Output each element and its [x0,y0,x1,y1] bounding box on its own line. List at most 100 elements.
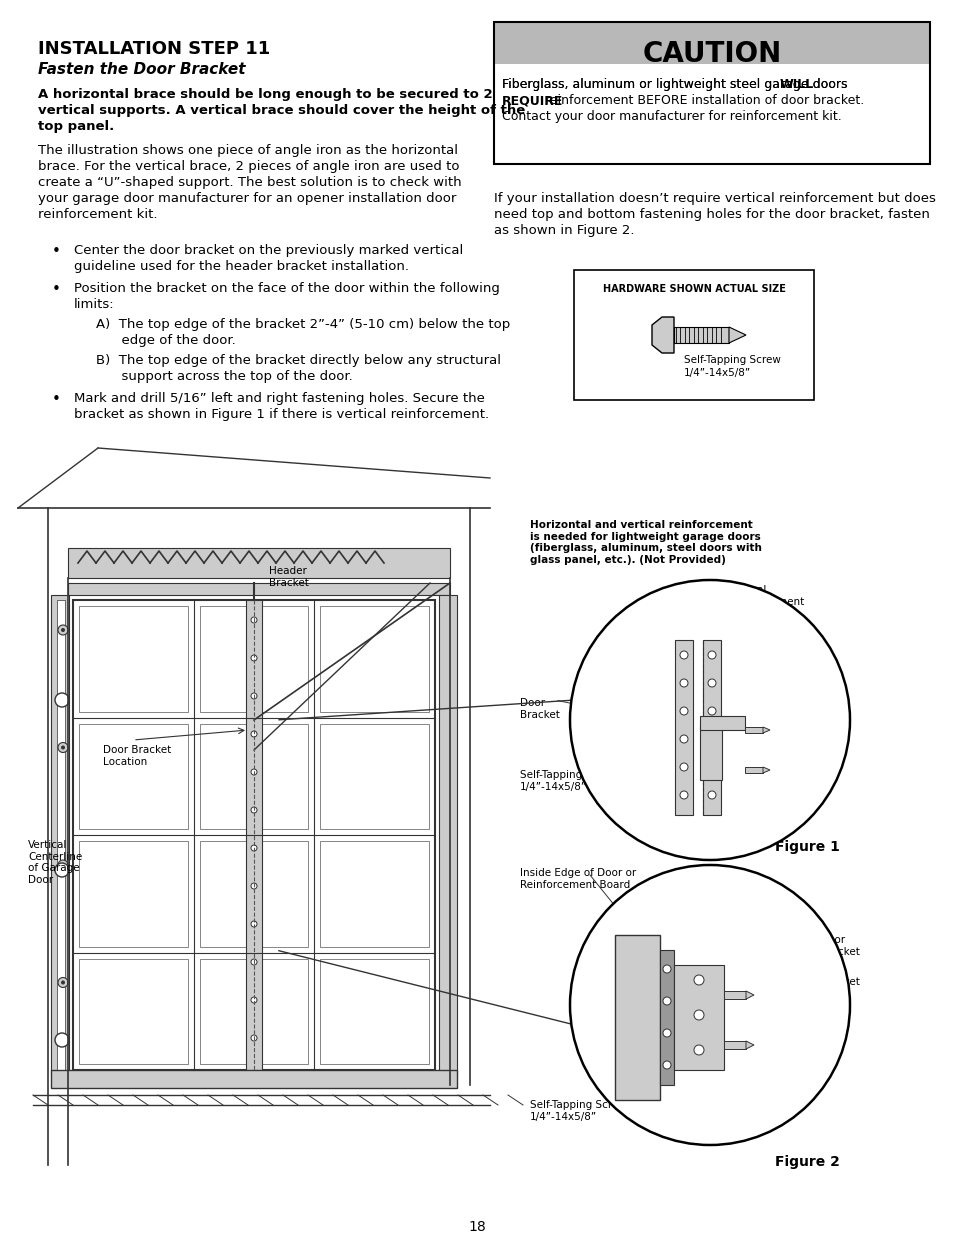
Bar [320,606,429,711]
Text: Door Bracket
Location: Door Bracket Location [103,745,172,767]
Text: The illustration shows one piece of angle iron as the horizontal: The illustration shows one piece of angl… [38,144,457,157]
Circle shape [251,960,256,965]
Text: Door
Bracket: Door Bracket [519,698,559,720]
Text: Fiberglass, aluminum or lightweight steel garage doors: Fiberglass, aluminum or lightweight stee… [501,78,851,91]
Bar [494,64,929,164]
Text: reinforcement kit.: reinforcement kit. [38,207,157,221]
Circle shape [693,974,703,986]
Circle shape [251,997,256,1003]
Bar [723,1041,745,1049]
Bar [675,640,692,815]
Circle shape [251,883,256,889]
Circle shape [569,864,849,1145]
Text: Figure 2: Figure 2 [774,1155,840,1170]
Circle shape [251,693,256,699]
Circle shape [251,806,256,813]
Bar [659,950,673,1086]
Text: CAUTION: CAUTION [641,40,781,68]
Circle shape [55,693,69,706]
Circle shape [251,921,256,927]
Circle shape [679,651,687,659]
Circle shape [662,997,670,1005]
Circle shape [679,790,687,799]
Text: •: • [52,391,61,408]
Text: guideline used for the header bracket installation.: guideline used for the header bracket in… [74,261,409,273]
Text: Header
Bracket: Header Bracket [269,566,309,588]
Circle shape [251,845,256,851]
Circle shape [662,965,670,973]
Bar [246,600,262,1070]
Bar [574,270,813,400]
Text: Door
Bracket
Plate: Door Bracket Plate [820,965,859,998]
Polygon shape [728,327,745,343]
Text: A)  The top edge of the bracket 2”-4” (5-10 cm) below the top: A) The top edge of the bracket 2”-4” (5-… [96,317,510,331]
Bar [51,1070,456,1088]
Bar [199,606,308,711]
Text: •: • [52,282,61,296]
Circle shape [251,1035,256,1041]
Polygon shape [745,1041,753,1049]
Text: brace. For the vertical brace, 2 pieces of angle iron are used to: brace. For the vertical brace, 2 pieces … [38,161,459,173]
Text: WILL: WILL [779,78,813,91]
Bar [494,22,929,64]
Circle shape [679,763,687,771]
Circle shape [58,742,68,752]
Text: Inside Edge of Door or
Reinforcement Board: Inside Edge of Door or Reinforcement Boa… [519,868,636,889]
Circle shape [693,1010,703,1020]
Text: need top and bottom fastening holes for the door bracket, fasten: need top and bottom fastening holes for … [494,207,929,221]
Circle shape [55,863,69,877]
Bar [320,724,429,829]
Text: as shown in Figure 2.: as shown in Figure 2. [494,224,634,237]
Circle shape [251,769,256,776]
Circle shape [679,735,687,743]
Circle shape [61,863,65,867]
Circle shape [251,731,256,737]
Text: your garage door manufacturer for an opener installation door: your garage door manufacturer for an ope… [38,191,456,205]
Text: Vertical
Reinforcement: Vertical Reinforcement [727,585,803,606]
Text: Self-Tapping Screw
1/4”-14x5/8”: Self-Tapping Screw 1/4”-14x5/8” [530,1100,626,1121]
Bar [438,595,456,1074]
Bar [79,841,188,946]
Circle shape [693,1045,703,1055]
Text: Self-Tapping Screw: Self-Tapping Screw [683,354,781,366]
Polygon shape [651,317,673,353]
Bar [79,958,188,1065]
Text: Position the bracket on the face of the door within the following: Position the bracket on the face of the … [74,282,499,295]
Text: 18: 18 [468,1220,485,1234]
Text: Figure 1: Figure 1 [774,840,840,853]
Polygon shape [745,990,753,999]
Bar [723,990,745,999]
Bar [700,716,744,730]
Circle shape [707,790,716,799]
Bar [615,935,659,1100]
Circle shape [251,655,256,661]
Bar [73,600,435,1070]
Bar [700,725,721,781]
Circle shape [58,977,68,988]
Circle shape [251,618,256,622]
Circle shape [61,629,65,632]
Polygon shape [762,767,769,773]
Text: B)  The top edge of the bracket directly below any structural: B) The top edge of the bracket directly … [96,354,500,367]
Text: reinforcement BEFORE installation of door bracket.: reinforcement BEFORE installation of doo… [540,94,863,107]
Text: Vertical
Centerline
of Garage
Door: Vertical Centerline of Garage Door [28,840,82,884]
Bar [68,548,450,578]
Text: limits:: limits: [74,298,114,311]
Bar [320,958,429,1065]
Text: Fiberglass, aluminum or lightweight steel garage doors: Fiberglass, aluminum or lightweight stee… [501,78,851,91]
Bar [68,583,450,595]
Text: Contact your door manufacturer for reinforcement kit.: Contact your door manufacturer for reinf… [501,110,841,124]
Text: HARDWARE SHOWN ACTUAL SIZE: HARDWARE SHOWN ACTUAL SIZE [602,284,784,294]
Circle shape [61,981,65,984]
Bar [320,841,429,946]
Polygon shape [762,727,769,734]
Text: A horizontal brace should be long enough to be secured to 2: A horizontal brace should be long enough… [38,88,492,101]
Bar [494,22,929,164]
Bar [199,958,308,1065]
Bar [199,841,308,946]
Text: INSTALLATION STEP 11: INSTALLATION STEP 11 [38,40,270,58]
Text: 1/4”-14x5/8”: 1/4”-14x5/8” [683,368,750,378]
Text: Door
Bracket: Door Bracket [820,935,859,957]
Circle shape [61,746,65,750]
Bar [79,724,188,829]
